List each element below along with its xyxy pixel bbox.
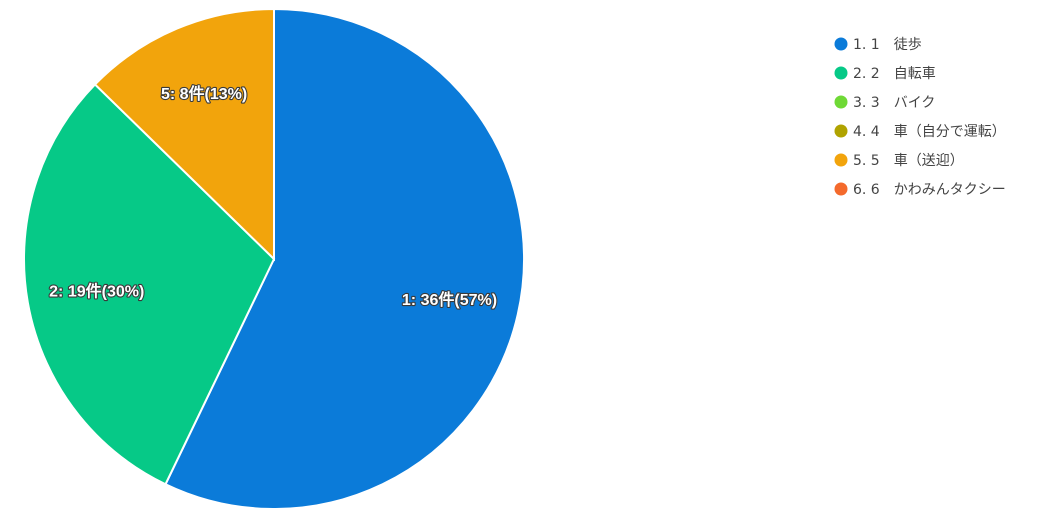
- legend-marker: [834, 124, 848, 138]
- legend-label: 2. 2 自転車: [853, 65, 936, 82]
- legend-label: 5. 5 車（送迎）: [853, 152, 964, 169]
- legend-item-5[interactable]: 5. 5 車（送迎）: [834, 152, 964, 169]
- slice-label-5: 5: 8件(13%): [161, 84, 247, 103]
- legend-label: 3. 3 バイク: [853, 95, 935, 111]
- legend-item-3[interactable]: 3. 3 バイク: [834, 95, 936, 111]
- pie-slice-labels: 1: 36件(57%) 2: 19件(30%) 5: 8件(13%): [48, 83, 498, 310]
- legend-item-6[interactable]: 6. 6 かわみんタクシー: [834, 182, 1006, 198]
- legend-marker: [834, 182, 848, 196]
- pie-slice-2[interactable]: [23, 83, 276, 486]
- legend: 1. 1 徒歩 2. 2 自転車 3. 3 バイク 4. 4 車（自分で運転） 5. 5…: [834, 37, 1006, 198]
- legend-label: 6. 6 かわみんタクシー: [853, 182, 1006, 198]
- slice-label-2: 2: 19件(30%): [49, 281, 144, 300]
- legend-item-2[interactable]: 2. 2 自転車: [834, 65, 936, 82]
- legend-item-4[interactable]: 4. 4 車（自分で運転）: [834, 123, 1006, 140]
- legend-label: 1. 1 徒歩: [853, 37, 922, 53]
- pie-slice-5[interactable]: [93, 7, 275, 262]
- legend-marker: [834, 66, 848, 80]
- legend-marker: [834, 153, 848, 167]
- legend-label: 4. 4 車（自分で運転）: [853, 123, 1006, 140]
- legend-marker: [834, 37, 848, 51]
- legend-marker: [834, 95, 848, 109]
- legend-item-1[interactable]: 1. 1 徒歩: [834, 37, 922, 53]
- slice-label-1: 1: 36件(57%): [402, 290, 497, 309]
- pie-slices: [23, 7, 525, 510]
